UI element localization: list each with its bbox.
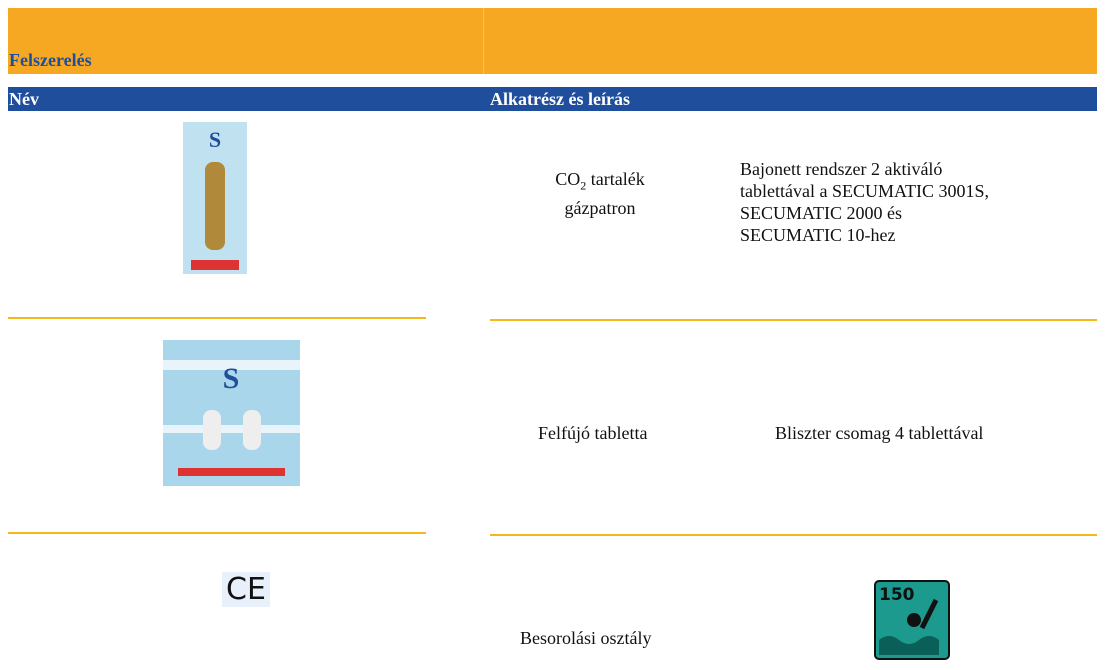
row-separator xyxy=(8,317,426,319)
icon-label: 150 xyxy=(879,585,915,605)
cartridge-image: S xyxy=(183,122,247,274)
section-title: Felszerelés xyxy=(9,50,92,71)
row-separator xyxy=(490,534,1097,536)
column-header: Alkatrész és leírás xyxy=(490,89,630,110)
svg-text:S: S xyxy=(209,127,221,152)
ce-mark: CE xyxy=(222,572,270,607)
svg-text:S: S xyxy=(223,362,240,395)
class-icon: 150 xyxy=(874,580,950,660)
page: Felszerelés Név Alkatrész és leírás S CO… xyxy=(0,0,1107,670)
column-header: Név xyxy=(9,89,39,110)
tablet-image: S xyxy=(163,340,300,486)
part-name: Besorolási osztály xyxy=(520,627,651,649)
header-bar xyxy=(8,8,1097,74)
header-divider xyxy=(483,8,484,74)
row-separator xyxy=(8,532,426,534)
part-description: Bliszter csomag 4 tablettával xyxy=(775,422,983,444)
part-name: Felfújó tabletta xyxy=(538,422,647,444)
row-separator xyxy=(490,319,1097,321)
